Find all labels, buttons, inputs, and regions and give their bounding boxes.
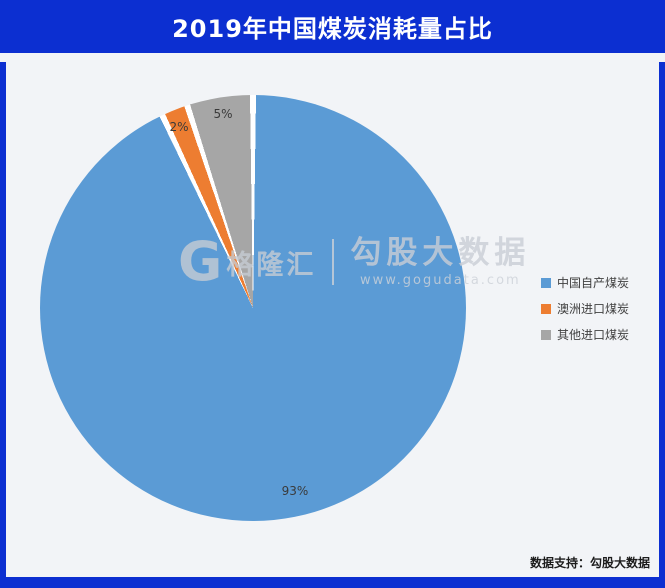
data-label-domestic-coal: 93%: [281, 484, 309, 498]
legend-label-australia: 澳洲进口煤炭: [557, 302, 630, 316]
legend: 中国自产煤炭 澳洲进口煤炭 其他进口煤炭: [541, 274, 629, 343]
legend-swatch-orange: [541, 303, 551, 314]
frame-strip-right: [659, 62, 665, 588]
frame-strip-bottom: [0, 577, 665, 588]
legend-item-australia: 澳洲进口煤炭: [541, 300, 629, 317]
legend-swatch-gray: [541, 329, 551, 340]
legend-swatch-blue: [541, 277, 551, 288]
pie-chart-area: 93% 2% 5%: [40, 95, 466, 521]
data-credit: 数据支持：勾股大数据: [529, 556, 650, 570]
data-label-australia-coal: 2%: [169, 120, 189, 134]
frame-strip-left: [0, 62, 6, 588]
legend-label-domestic: 中国自产煤炭: [557, 276, 630, 290]
legend-item-domestic: 中国自产煤炭: [541, 274, 629, 291]
page-title: 2019年中国煤炭消耗量占比: [172, 15, 493, 43]
pie-chart: [40, 95, 466, 521]
legend-item-other: 其他进口煤炭: [541, 326, 629, 343]
data-label-other-import-coal: 5%: [213, 107, 233, 121]
title-banner: 2019年中国煤炭消耗量占比: [0, 0, 665, 53]
legend-label-other: 其他进口煤炭: [557, 328, 630, 342]
